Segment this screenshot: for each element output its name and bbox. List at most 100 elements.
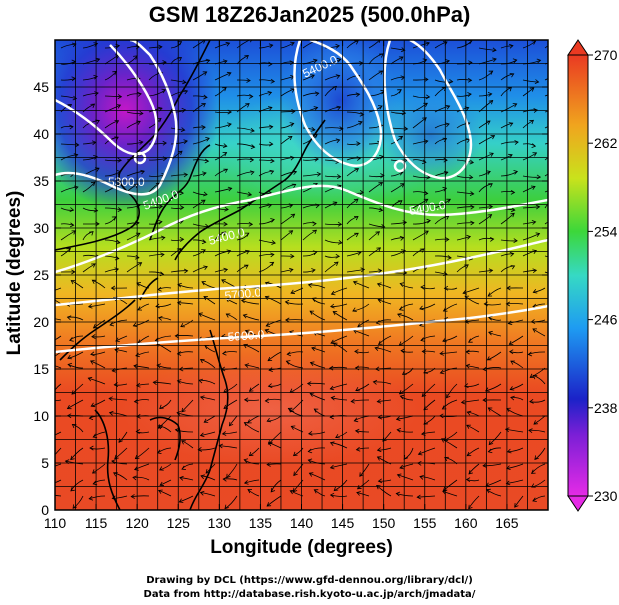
streamline	[333, 342, 348, 353]
streamline-arrowhead	[378, 53, 384, 58]
streamline-arrowhead	[67, 362, 73, 368]
streamline-arrowhead	[422, 117, 427, 122]
streamline-arrowhead	[201, 281, 206, 286]
streamline	[324, 239, 342, 244]
streamline-arrowhead	[313, 106, 319, 111]
streamline-arrowhead	[509, 73, 515, 78]
streamline-arrowhead	[486, 488, 491, 494]
streamline-arrowhead	[488, 183, 493, 188]
streamline-arrowhead	[487, 92, 493, 97]
streamline-arrowhead	[376, 282, 382, 288]
streamline	[533, 415, 546, 425]
streamline	[175, 429, 194, 433]
streamline-arrowhead	[354, 232, 359, 238]
streamline-arrowhead	[72, 95, 78, 101]
streamline-arrowhead	[312, 229, 318, 235]
streamline-arrowhead	[354, 168, 360, 173]
streamline-arrowhead	[269, 261, 275, 267]
streamline-arrowhead	[353, 198, 359, 204]
streamline	[456, 236, 471, 241]
streamline	[434, 171, 448, 177]
streamline	[412, 117, 427, 129]
streamline-arrowhead	[377, 340, 383, 345]
streamline-arrowhead	[159, 404, 164, 409]
streamline	[456, 159, 474, 163]
streamline-arrowhead	[137, 262, 143, 267]
streamline-arrowhead	[225, 313, 231, 318]
streamline	[310, 362, 326, 369]
streamline-arrowhead	[532, 497, 537, 502]
streamline	[331, 397, 348, 401]
streamline-arrowhead	[533, 420, 538, 425]
streamline-arrowhead	[290, 289, 296, 295]
streamline-arrowhead	[244, 55, 249, 60]
streamline	[412, 191, 428, 194]
streamline	[170, 90, 188, 97]
streamline-arrowhead	[288, 230, 294, 235]
streamline-arrowhead	[49, 289, 53, 293]
streamline-arrowhead	[266, 502, 272, 507]
y-tick-label: 20	[33, 314, 49, 330]
streamline-arrowhead	[529, 398, 534, 404]
streamline	[373, 381, 392, 385]
streamline	[330, 383, 348, 390]
streamline	[368, 247, 381, 257]
streamline-arrowhead	[67, 104, 73, 109]
streamline-arrowhead	[246, 78, 251, 83]
streamline	[309, 393, 326, 401]
streamline	[396, 493, 414, 497]
streamline-arrowhead	[333, 486, 339, 492]
streamline	[126, 93, 142, 97]
streamline	[92, 463, 106, 474]
streamline-arrowhead	[181, 465, 187, 470]
streamline	[368, 270, 382, 273]
streamline-arrowhead	[446, 198, 451, 203]
streamline-arrowhead	[90, 402, 96, 408]
y-tick-label: 45	[33, 79, 49, 95]
streamline-arrowhead	[536, 58, 542, 64]
streamline-arrowhead	[159, 466, 164, 471]
streamline-arrowhead	[152, 380, 158, 386]
streamline	[148, 142, 167, 145]
streamline-arrowhead	[376, 247, 382, 252]
streamline-arrowhead	[482, 397, 487, 403]
streamline-arrowhead	[133, 183, 139, 188]
streamline-arrowhead	[426, 218, 431, 224]
colorbar-gradient	[567, 54, 589, 497]
streamline	[355, 430, 370, 433]
streamline-arrowhead	[75, 142, 80, 148]
streamline	[243, 344, 260, 353]
streamline-arrowhead	[377, 478, 383, 484]
streamline	[412, 59, 427, 65]
streamline	[302, 127, 316, 131]
streamline-arrowhead	[179, 190, 184, 196]
streamline-arrowhead	[424, 77, 429, 82]
streamline	[309, 472, 326, 481]
streamline-arrowhead	[356, 491, 361, 496]
streamline-arrowhead	[335, 138, 341, 144]
streamline-arrowhead	[530, 469, 536, 474]
streamline-arrowhead	[270, 78, 276, 84]
streamline	[192, 199, 206, 209]
streamline-arrowhead	[160, 235, 166, 241]
x-tick-label: 130	[208, 515, 232, 531]
streamline-arrowhead	[245, 103, 250, 108]
streamline	[60, 230, 76, 241]
streamline-arrowhead	[70, 280, 76, 285]
x-tick-label: 150	[372, 515, 396, 531]
streamline-arrowhead	[486, 170, 491, 175]
streamline	[324, 58, 341, 65]
streamline	[302, 92, 319, 97]
streamline	[82, 92, 99, 97]
streamline-arrowhead	[376, 398, 382, 404]
streamline-arrowhead	[531, 40, 537, 45]
streamline-arrowhead	[291, 109, 296, 114]
y-tick-label: 0	[41, 502, 49, 518]
streamline	[244, 399, 260, 401]
streamline-arrowhead	[378, 207, 384, 213]
streamline	[330, 463, 348, 469]
streamline	[434, 105, 450, 113]
streamline-arrowhead	[244, 329, 250, 335]
streamline	[355, 383, 370, 391]
streamline-arrowhead	[510, 395, 515, 401]
